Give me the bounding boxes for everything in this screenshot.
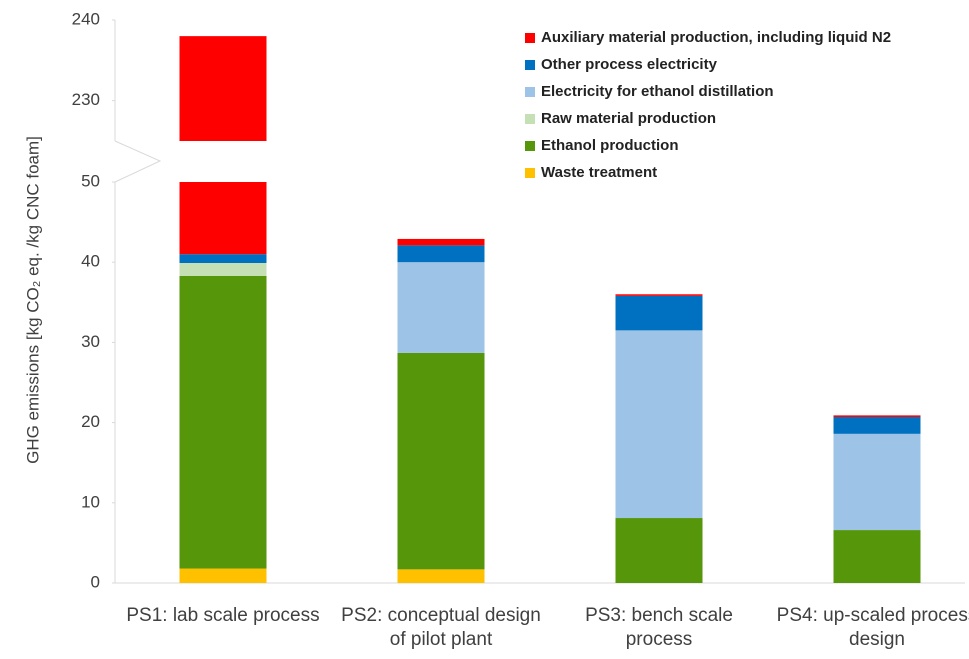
bar-segment	[615, 330, 703, 519]
legend-swatch	[525, 87, 535, 97]
x-tick-label: PS1: lab scale process	[126, 605, 320, 626]
x-tick-label: PS2: conceptual design of pilot plant	[341, 605, 541, 650]
bar-segment	[397, 569, 485, 583]
y-tick-label: 30	[81, 332, 100, 351]
legend-label: Electricity for ethanol distillation	[541, 83, 774, 100]
legend-swatch	[525, 141, 535, 151]
axis-break	[100, 141, 160, 182]
bar-segment	[833, 530, 921, 583]
legend-swatch	[525, 60, 535, 70]
bar-segment	[179, 254, 267, 264]
bar-segment	[615, 295, 703, 331]
y-tick-label: 10	[81, 492, 100, 511]
bar-segment	[179, 182, 267, 255]
legend-swatch	[525, 168, 535, 178]
y-tick-label: 50	[81, 171, 100, 190]
bar-segment	[615, 294, 703, 296]
bar-segment	[179, 263, 267, 276]
axis-break-line	[114, 140, 162, 183]
legend-swatch	[525, 114, 535, 124]
bar-segment	[397, 238, 485, 246]
bar-segment	[833, 433, 921, 531]
legend-label: Ethanol production	[541, 137, 678, 154]
bar-segment	[397, 352, 485, 570]
bar-segment	[397, 262, 485, 353]
bar-segment	[833, 415, 921, 417]
bar-segment	[615, 518, 703, 583]
legend-swatch	[525, 33, 535, 43]
x-tick-label: PS3: bench scale process	[585, 605, 733, 650]
bar-segment	[179, 568, 267, 583]
y-tick-label: 0	[91, 572, 100, 591]
legend-label: Waste treatment	[541, 164, 657, 181]
legend-label: Other process electricity	[541, 56, 718, 73]
legend-label: Raw material production	[541, 110, 716, 127]
bar-segment	[179, 275, 267, 569]
legend-label: Auxiliary material production, including…	[541, 29, 891, 46]
bar-segment	[397, 245, 485, 263]
x-tick-label: PS4: up-scaled process design	[776, 605, 969, 650]
y-tick-label: 230	[72, 90, 100, 109]
bar-segment	[833, 416, 921, 434]
y-tick-label: 40	[81, 252, 100, 271]
bar-segment	[179, 36, 267, 142]
y-tick-label: 20	[81, 412, 100, 431]
y-tick-label: 240	[72, 9, 100, 28]
y-axis-label: GHG emissions [kg CO₂ eq. /kg CNC foam]	[23, 136, 42, 464]
